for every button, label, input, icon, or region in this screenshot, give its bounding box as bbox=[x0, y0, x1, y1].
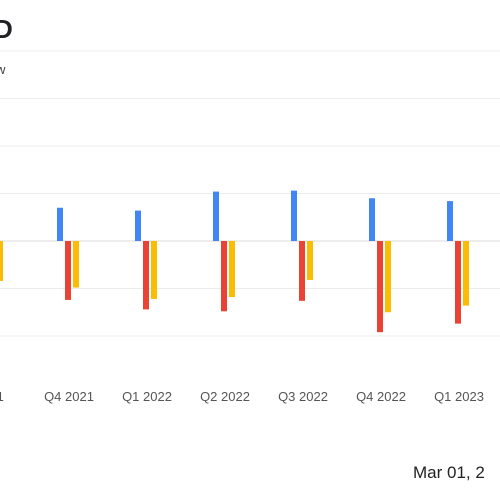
bar bbox=[73, 241, 79, 288]
x-axis-labels: 021 Q4 2021 Q1 2022 Q2 2022 Q3 2022 Q4 2022 Q1… bbox=[0, 389, 484, 404]
footer-date: Mar 01, 2 bbox=[413, 463, 485, 482]
bar bbox=[369, 198, 375, 241]
x-tick-label: Q4 2021 bbox=[44, 389, 94, 404]
x-tick-label: 021 bbox=[0, 389, 4, 404]
bar bbox=[151, 241, 157, 299]
bar bbox=[307, 241, 313, 280]
bar bbox=[463, 241, 469, 306]
x-tick-label: Q1 2022 bbox=[122, 389, 172, 404]
bar bbox=[65, 241, 71, 300]
bar bbox=[447, 201, 453, 241]
bar bbox=[291, 190, 297, 241]
bar bbox=[385, 241, 391, 313]
x-tick-label: Q2 2022 bbox=[200, 389, 250, 404]
bar bbox=[299, 241, 305, 301]
bar bbox=[377, 241, 383, 333]
x-tick-label: Q1 2023 bbox=[434, 389, 484, 404]
bar bbox=[135, 210, 141, 241]
bars bbox=[0, 190, 469, 333]
bar bbox=[221, 241, 227, 312]
chart-subtitle-fragment: w bbox=[0, 62, 6, 77]
x-tick-label: Q3 2022 bbox=[278, 389, 328, 404]
gridlines bbox=[0, 50, 500, 337]
bar bbox=[229, 241, 235, 298]
bar bbox=[57, 207, 63, 241]
bar bbox=[213, 191, 219, 241]
x-tick-label: Q4 2022 bbox=[356, 389, 406, 404]
chart-title-fragment: D bbox=[0, 14, 13, 44]
bar bbox=[143, 241, 149, 310]
bar bbox=[0, 241, 3, 281]
bar bbox=[455, 241, 461, 324]
